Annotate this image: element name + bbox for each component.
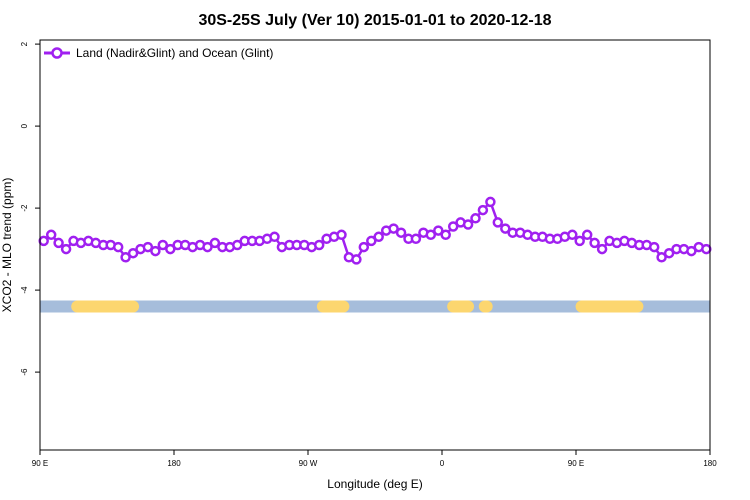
data-point bbox=[150, 245, 161, 257]
data-point bbox=[209, 237, 221, 249]
data-point bbox=[470, 213, 481, 224]
plot-frame bbox=[39, 39, 711, 451]
data-point bbox=[269, 231, 280, 243]
y-tick-label: -6 bbox=[20, 368, 29, 376]
data-point bbox=[157, 239, 169, 251]
data-point bbox=[53, 237, 64, 249]
data-point bbox=[462, 219, 474, 230]
y-axis: 2 0 -2 -4 -6 bbox=[20, 41, 40, 376]
legend: Land (Nadir&Glint) and Ocean (Glint) bbox=[44, 46, 273, 60]
y-axis-label: XCO2 - MLO trend (ppm) bbox=[0, 178, 14, 313]
data-point bbox=[656, 252, 667, 263]
x-axis: 90 E 180 90 W 0 90 E 180 bbox=[32, 450, 717, 468]
x-axis-label: Longitude (deg E) bbox=[327, 477, 422, 491]
data-point bbox=[351, 254, 362, 265]
data-point bbox=[701, 243, 712, 255]
data-point bbox=[165, 243, 176, 255]
data-point bbox=[492, 217, 504, 228]
data-point bbox=[127, 247, 139, 259]
data-point bbox=[596, 243, 608, 255]
data-point bbox=[366, 235, 377, 247]
series-layer bbox=[38, 196, 712, 265]
data-point bbox=[581, 229, 593, 241]
data-point bbox=[358, 241, 370, 253]
y-tick-label: 0 bbox=[20, 123, 29, 128]
data-point bbox=[45, 229, 57, 241]
data-point bbox=[440, 229, 451, 241]
data-point bbox=[336, 229, 347, 241]
x-tick-label: 90 E bbox=[32, 459, 48, 468]
x-tick-label: 90 W bbox=[299, 459, 318, 468]
x-tick-label: 180 bbox=[703, 459, 717, 468]
data-point bbox=[388, 223, 399, 234]
data-point bbox=[313, 239, 325, 251]
data-point bbox=[60, 243, 72, 255]
x-tick-label: 180 bbox=[167, 459, 181, 468]
data-point bbox=[142, 241, 154, 253]
data-point bbox=[663, 247, 675, 259]
legend-entry: Land (Nadir&Glint) and Ocean (Glint) bbox=[76, 46, 273, 60]
data-point bbox=[447, 221, 459, 232]
data-point bbox=[202, 241, 213, 253]
data-point bbox=[232, 239, 243, 251]
data-point bbox=[112, 241, 124, 253]
x-tick-label: 90 E bbox=[568, 459, 584, 468]
data-point bbox=[120, 252, 131, 263]
data-point bbox=[574, 235, 585, 247]
data-point bbox=[477, 204, 489, 216]
data-point bbox=[395, 227, 407, 238]
data-point bbox=[373, 231, 384, 243]
data-point bbox=[38, 235, 49, 247]
data-point bbox=[500, 223, 511, 234]
chart-title: 30S-25S July (Ver 10) 2015-01-01 to 2020… bbox=[198, 12, 551, 29]
legend-marker-swatch bbox=[51, 47, 63, 59]
data-point bbox=[648, 241, 660, 253]
data-point bbox=[567, 229, 578, 241]
y-tick-label: -2 bbox=[20, 204, 29, 212]
data-point bbox=[410, 233, 422, 245]
x-tick-label: 0 bbox=[440, 459, 445, 468]
data-point bbox=[589, 237, 600, 249]
data-point bbox=[485, 196, 496, 208]
y-tick-label: -4 bbox=[20, 286, 29, 294]
data-point bbox=[425, 229, 437, 241]
y-tick-label: 2 bbox=[20, 41, 29, 46]
data-point bbox=[433, 225, 444, 236]
